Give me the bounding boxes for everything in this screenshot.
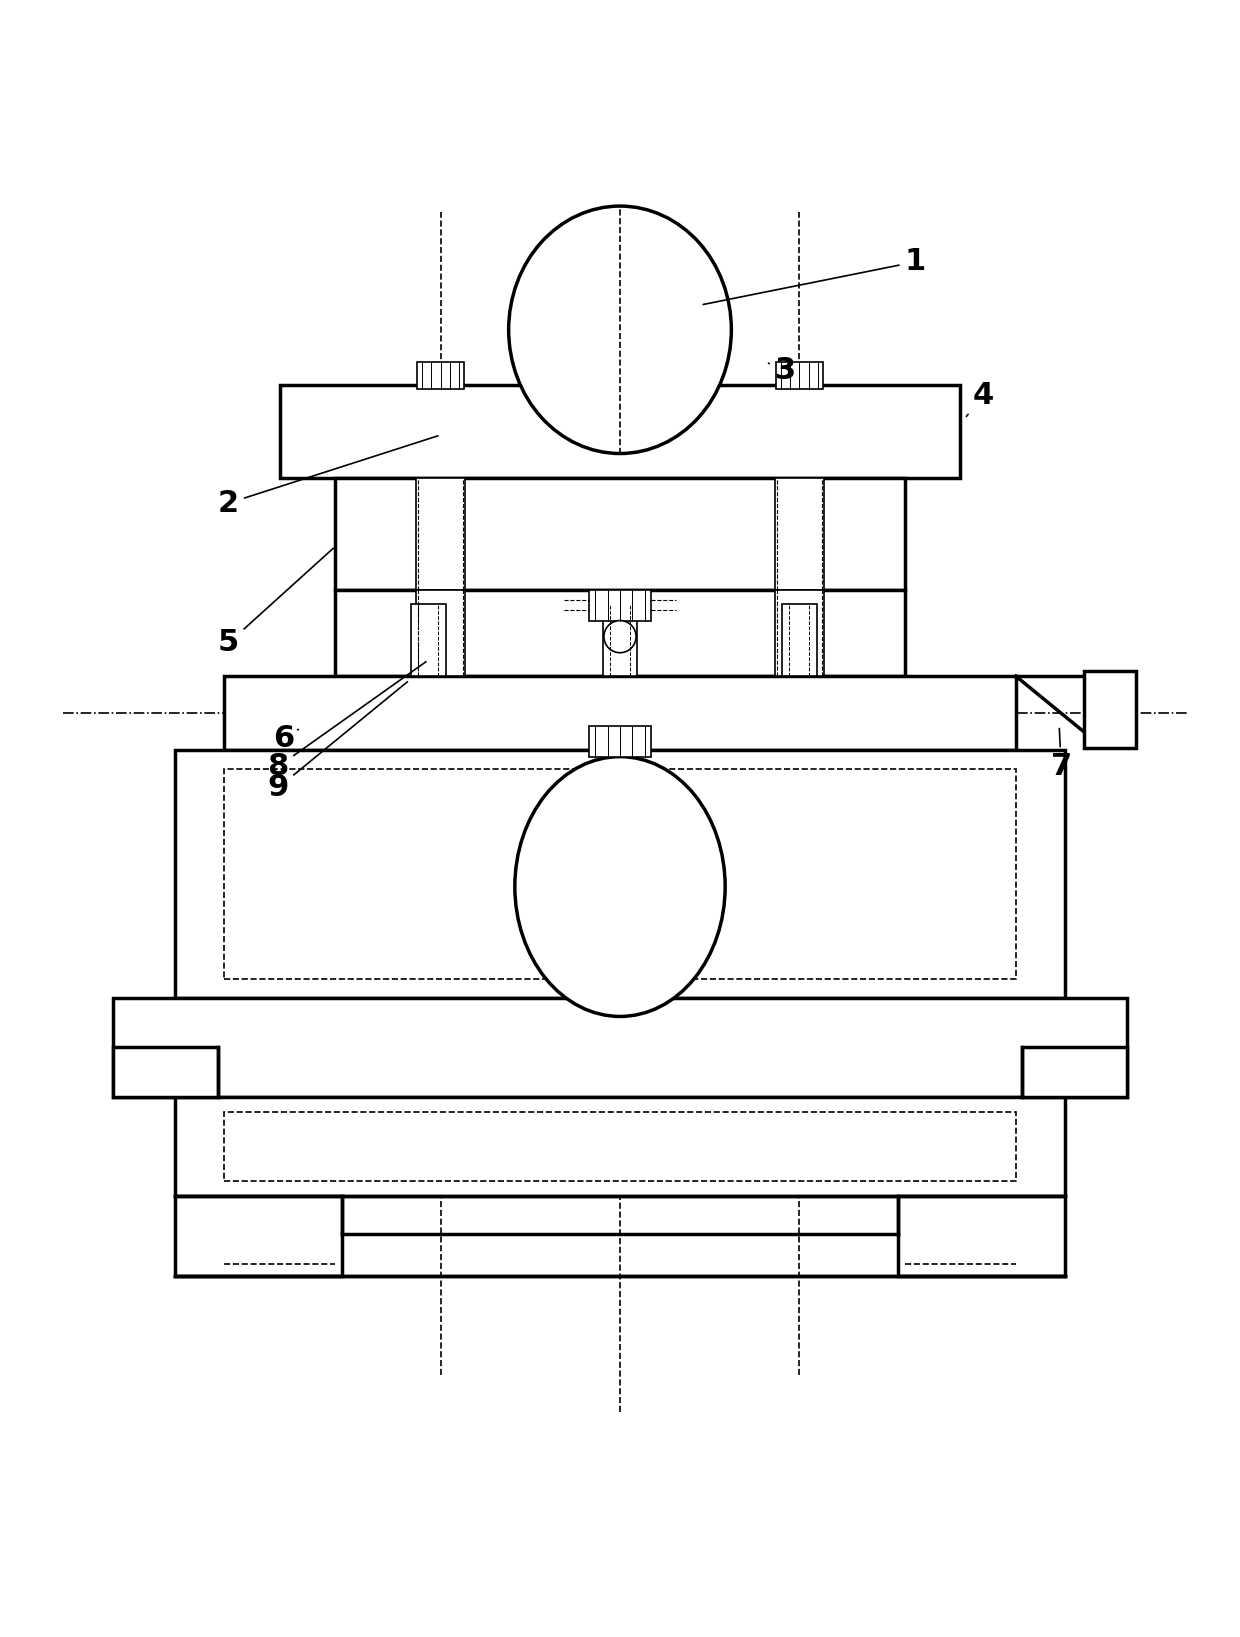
Bar: [410, 604, 445, 676]
Ellipse shape: [508, 206, 732, 453]
Ellipse shape: [604, 620, 636, 653]
Bar: [224, 676, 1016, 750]
Bar: [417, 362, 464, 390]
Bar: [113, 1048, 218, 1097]
Text: 2: 2: [218, 435, 438, 517]
Bar: [415, 478, 465, 589]
Bar: [898, 1197, 1065, 1277]
Bar: [175, 750, 1065, 999]
Text: 7: 7: [1050, 728, 1071, 781]
Text: 6: 6: [274, 724, 299, 753]
Bar: [336, 478, 904, 589]
Bar: [589, 589, 651, 620]
Text: 9: 9: [268, 681, 408, 802]
Bar: [775, 589, 825, 676]
Bar: [113, 999, 1127, 1097]
Bar: [589, 725, 651, 756]
Text: 3: 3: [769, 357, 796, 385]
Bar: [776, 362, 823, 390]
Bar: [782, 604, 817, 676]
Text: 4: 4: [966, 381, 993, 416]
Bar: [224, 769, 1016, 979]
Text: 8: 8: [268, 661, 427, 781]
Bar: [1084, 671, 1136, 748]
Bar: [415, 589, 465, 676]
Bar: [603, 604, 637, 676]
Bar: [175, 1197, 342, 1277]
Text: 1: 1: [703, 247, 926, 304]
Text: 5: 5: [218, 548, 334, 658]
Ellipse shape: [515, 756, 725, 1017]
Bar: [336, 589, 904, 676]
Bar: [1022, 1048, 1127, 1097]
Bar: [775, 478, 825, 589]
Bar: [224, 1112, 1016, 1180]
Bar: [175, 1097, 1065, 1197]
Bar: [280, 385, 960, 478]
